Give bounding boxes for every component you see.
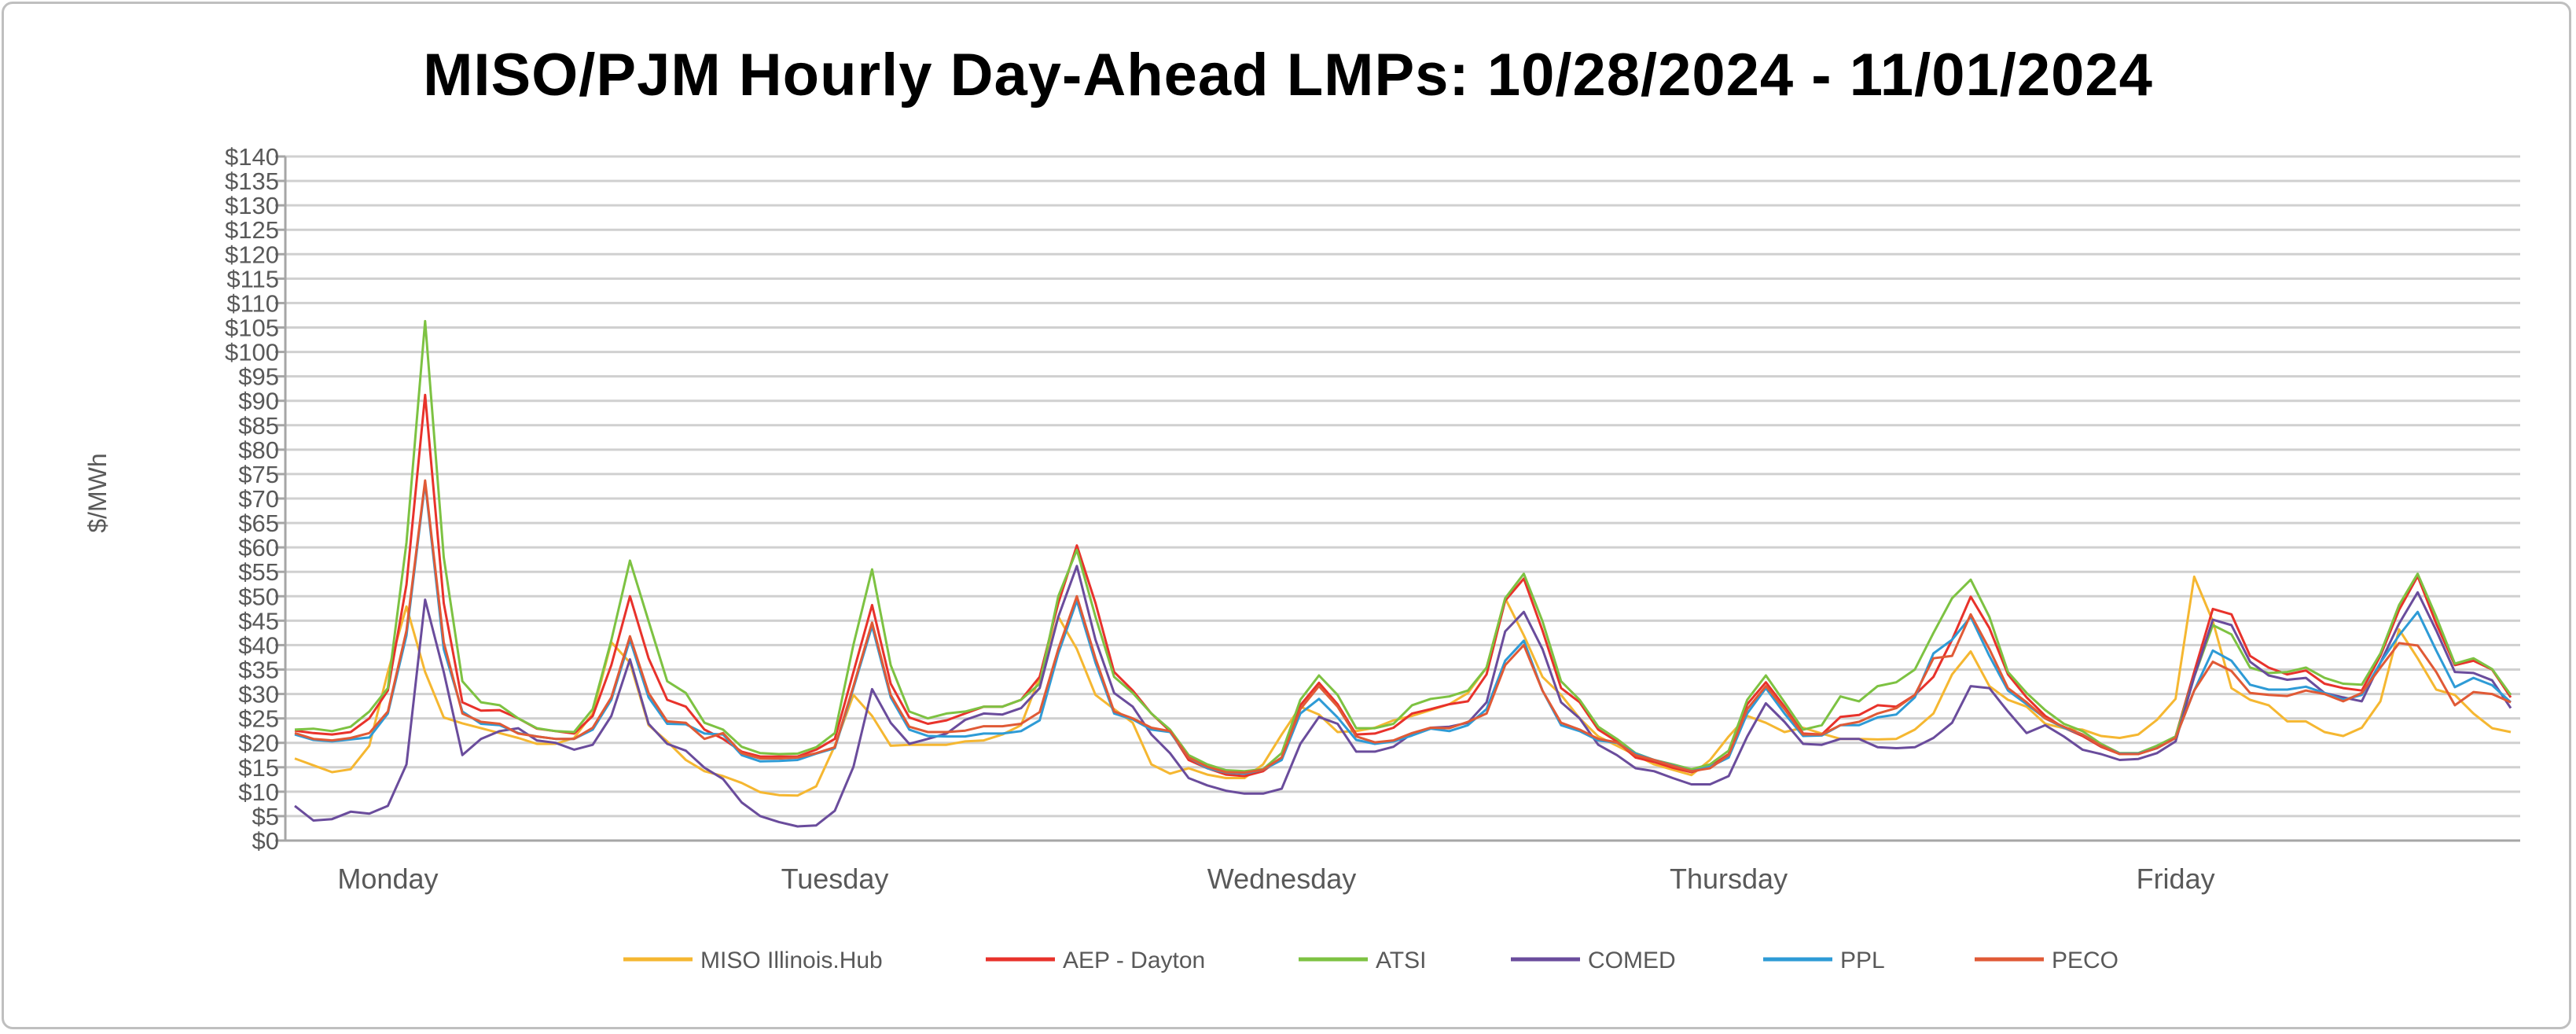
y-tick-label: $140: [225, 143, 279, 171]
legend-item: PPL: [1763, 948, 1885, 973]
y-tick-label: $110: [226, 289, 279, 317]
legend-item: PECO: [1975, 948, 2118, 973]
legend-item: ATSI: [1299, 948, 1426, 973]
x-day-label: Friday: [2137, 863, 2215, 895]
y-tick-label: $75: [238, 461, 279, 488]
chart-title: MISO/PJM Hourly Day-Ahead LMPs: 10/28/20…: [423, 42, 2153, 109]
legend-label: MISO Illinois.Hub: [700, 948, 883, 973]
series-lines: [294, 319, 2512, 828]
y-tick-label: $30: [238, 681, 279, 708]
legend-label: PECO: [2052, 948, 2118, 973]
series-line-peco: [294, 479, 2512, 775]
legend-label: ATSI: [1376, 948, 1426, 973]
y-tick-label: $65: [238, 510, 279, 537]
series-line-atsi: [294, 319, 2512, 773]
y-tick-label: $80: [238, 436, 279, 464]
y-tick-label: $90: [238, 388, 279, 415]
y-tick-label: $85: [238, 412, 279, 440]
legend-item: MISO Illinois.Hub: [623, 948, 883, 973]
legend-item: AEP - Dayton: [986, 948, 1205, 973]
y-tick-label: $0: [252, 827, 279, 855]
y-tick-label: $55: [238, 558, 279, 586]
gridlines: [284, 155, 2520, 842]
y-tick-label: $5: [252, 803, 279, 830]
y-tick-label: $100: [225, 339, 279, 366]
y-axis-label: $/MWh: [83, 453, 112, 532]
y-tick-label: $125: [225, 216, 279, 244]
y-tick-label: $135: [225, 167, 279, 195]
x-day-label: Monday: [337, 863, 438, 895]
y-tick-label: $45: [238, 607, 279, 635]
y-tick-label: $70: [238, 485, 279, 513]
x-day-label: Wednesday: [1207, 863, 1356, 895]
legend-label: PPL: [1840, 948, 1885, 973]
y-tick-label: $60: [238, 534, 279, 561]
y-tick-label: $95: [238, 363, 279, 391]
x-day-label: Tuesday: [781, 863, 889, 895]
y-axis-ticks: $0$5$10$15$20$25$30$35$40$45$50$55$60$65…: [225, 143, 285, 855]
x-axis-day-labels: Monday Tuesday Wednesday Thursday Friday: [337, 863, 2214, 895]
y-tick-label: $105: [225, 315, 279, 342]
y-tick-label: $25: [238, 705, 279, 733]
legend-label: COMED: [1588, 948, 1676, 973]
y-tick-label: $50: [238, 583, 279, 610]
legend-item: COMED: [1511, 948, 1676, 973]
legend-label: AEP - Dayton: [1063, 948, 1205, 973]
series-line-comed: [294, 565, 2512, 828]
y-tick-label: $35: [238, 657, 279, 684]
y-tick-label: $130: [225, 192, 279, 219]
y-tick-label: $115: [226, 265, 279, 293]
y-tick-label: $120: [225, 241, 279, 268]
x-day-label: Thursday: [1670, 863, 1788, 895]
y-tick-label: $15: [238, 754, 279, 782]
legend: MISO Illinois.Hub AEP - Dayton ATSI COMED PP…: [623, 948, 2118, 973]
series-line-miso-illinois-hub: [294, 575, 2512, 797]
y-tick-label: $40: [238, 631, 279, 659]
y-tick-label: $20: [238, 730, 279, 757]
y-tick-label: $10: [238, 778, 279, 806]
